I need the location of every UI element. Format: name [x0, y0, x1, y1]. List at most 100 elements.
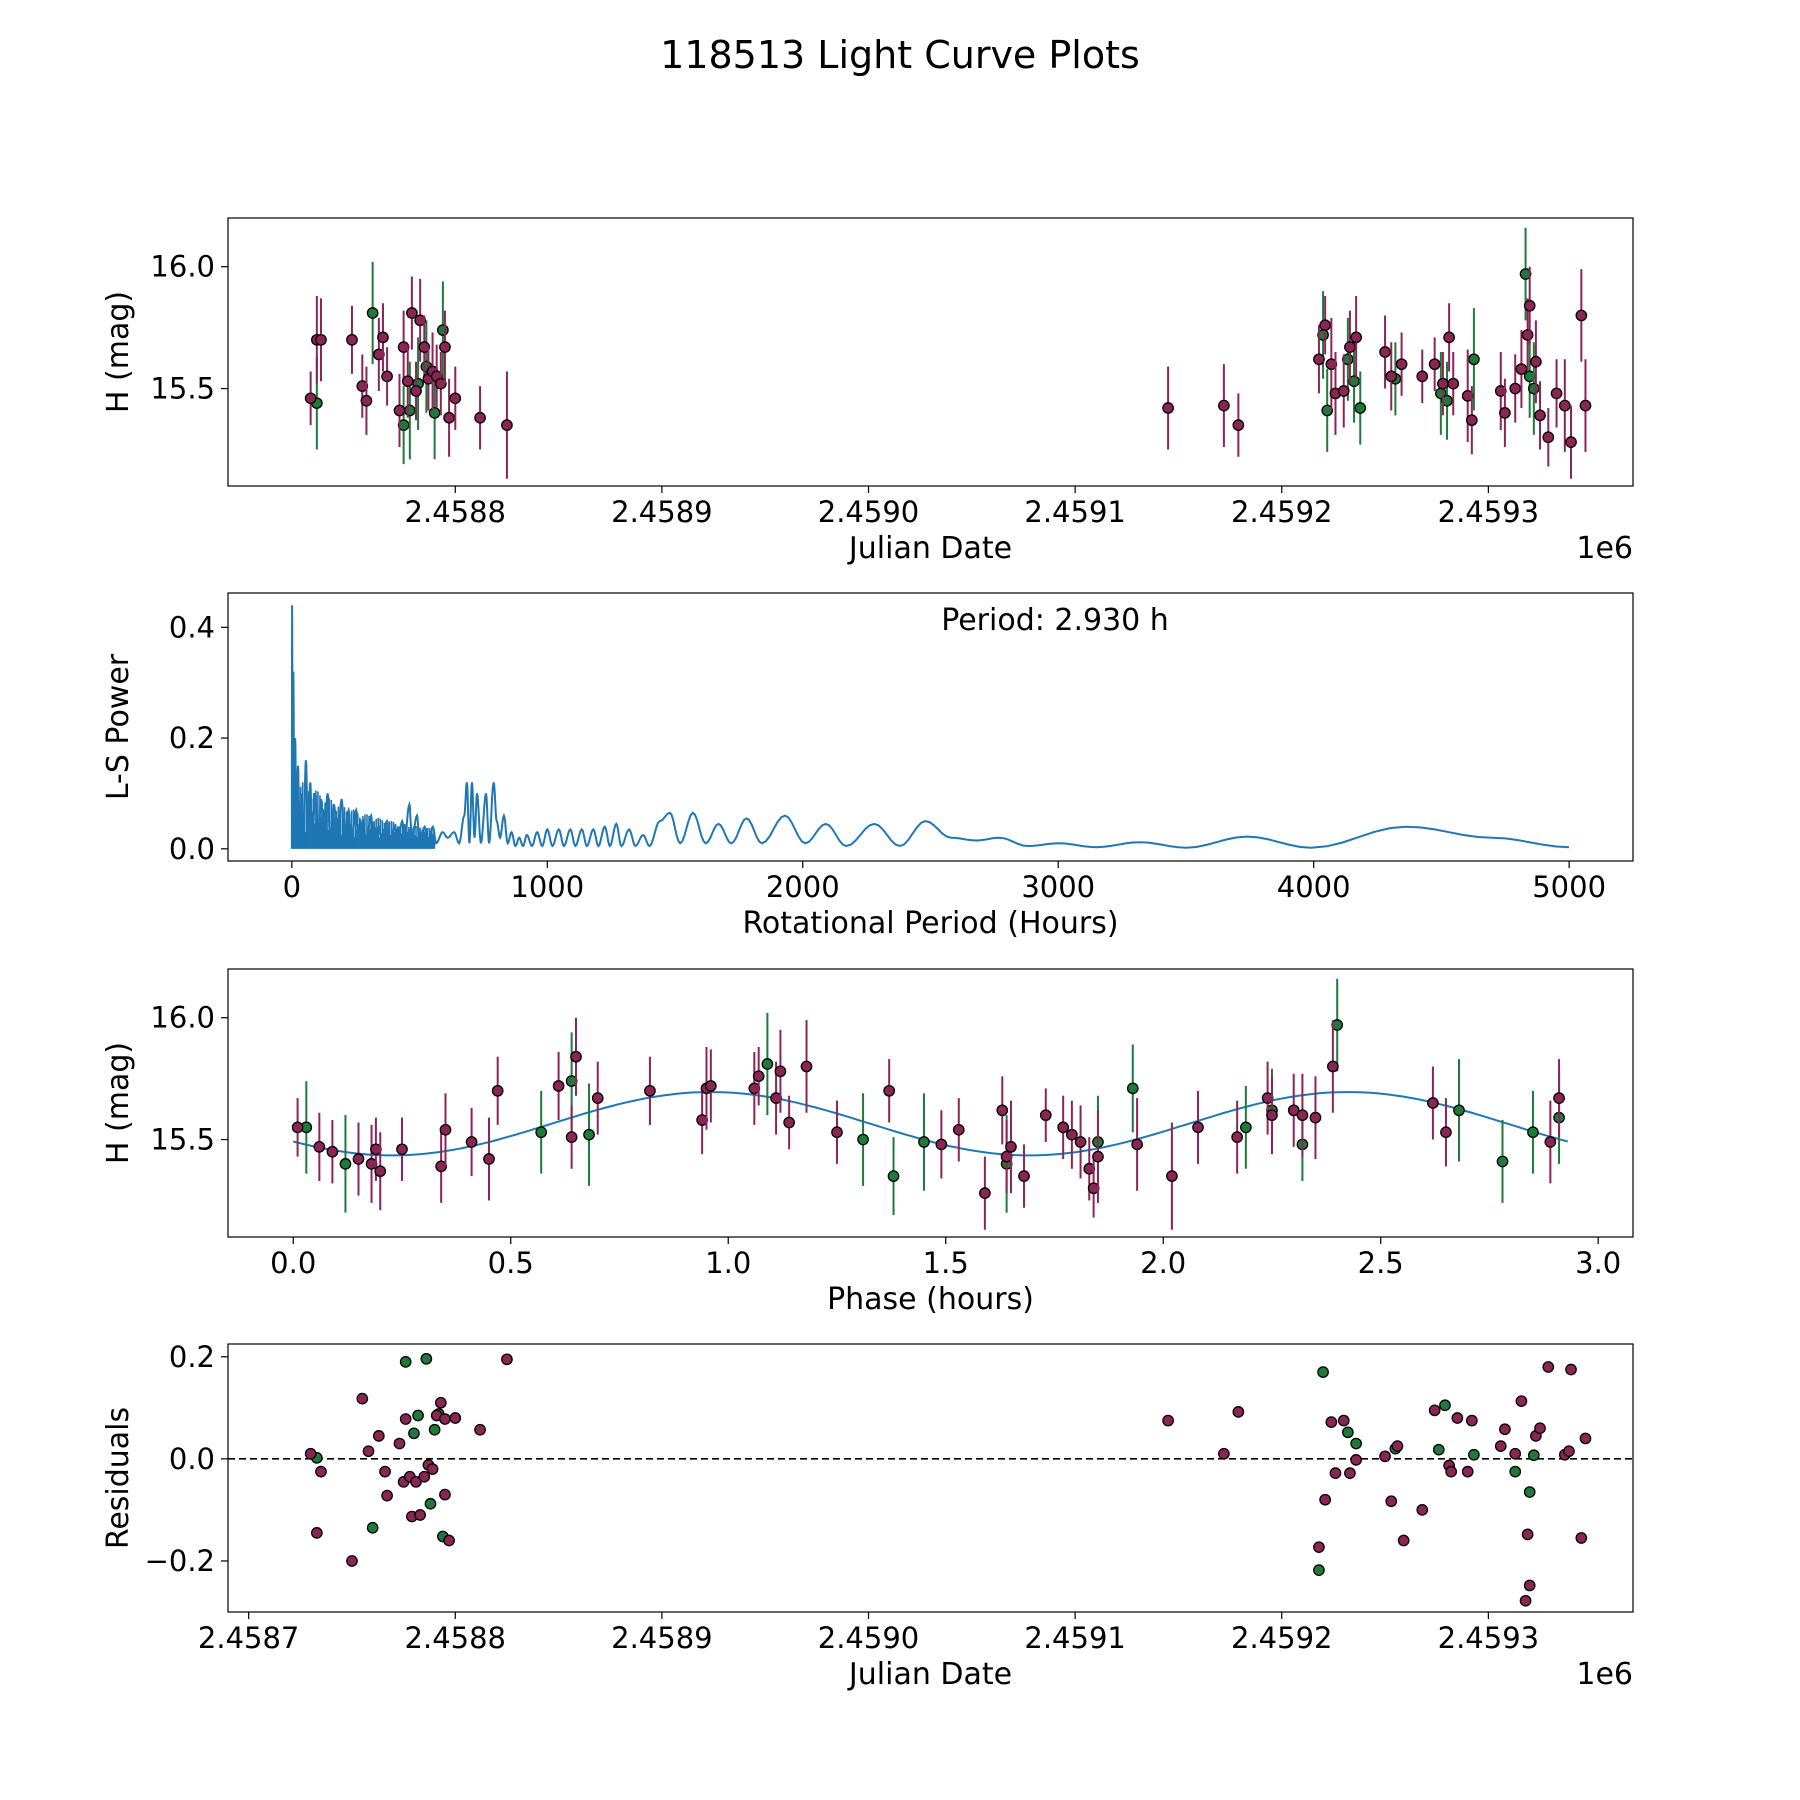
magenta-data-point — [1018, 1170, 1030, 1182]
y-axis-label: L-S Power — [101, 653, 136, 800]
y-axis-label: H (mag) — [101, 1042, 136, 1164]
magenta-data-point — [304, 1447, 317, 1460]
magenta-data-point — [1344, 1467, 1356, 1480]
magenta-data-point — [1579, 399, 1592, 412]
magenta-data-point — [1534, 409, 1546, 422]
periodogram-line — [290, 605, 1570, 849]
period-annotation: Period: 2.930 h — [941, 603, 1169, 638]
magenta-data-point — [1313, 353, 1325, 366]
x-tick-label: 2.4587 — [198, 1621, 299, 1655]
magenta-data-point — [1437, 377, 1449, 390]
magenta-data-point — [1519, 1594, 1532, 1607]
magenta-data-point — [377, 331, 389, 344]
magenta-data-point — [393, 1437, 406, 1450]
magenta-data-point — [1327, 1060, 1339, 1073]
magenta-data-point — [800, 1060, 813, 1073]
axes-frame — [227, 592, 1634, 862]
green-data-point — [420, 1352, 433, 1365]
green-data-point — [424, 1497, 437, 1510]
x-axis-label: Phase (hours) — [827, 1282, 1034, 1317]
magenta-data-point — [374, 1165, 387, 1178]
magenta-data-point — [1565, 436, 1577, 448]
x-axis-label: Julian Date — [847, 1657, 1012, 1692]
green-data-point — [1240, 1121, 1252, 1134]
magenta-data-point — [1218, 1447, 1230, 1460]
magenta-data-point — [1325, 358, 1338, 371]
green-data-point — [857, 1133, 869, 1146]
magenta-data-point — [1162, 402, 1174, 414]
magenta-data-point — [1461, 1465, 1474, 1478]
x-tick-label: 0.5 — [488, 1246, 534, 1280]
x-tick-label: 2.4590 — [818, 495, 919, 529]
magenta-data-point — [410, 385, 422, 397]
x-axis-label: Julian Date — [847, 531, 1012, 566]
x-tick-label: 5000 — [1532, 870, 1606, 904]
x-tick-label: 0.0 — [270, 1246, 316, 1280]
x-tick-label: 3.0 — [1575, 1246, 1621, 1280]
residuals-panel: 2.4587 2.4588 2.4589 2.4590 2.4591 2.4592 2.45… — [101, 1340, 1634, 1692]
magenta-data-point — [935, 1138, 948, 1151]
magenta-data-point — [372, 348, 385, 361]
axes-frame — [227, 1343, 1634, 1613]
magenta-data-point — [414, 314, 427, 327]
magenta-data-point — [372, 1430, 385, 1442]
green-data-point — [1342, 1426, 1354, 1439]
magenta-data-point — [1465, 1414, 1478, 1427]
magenta-data-point — [1232, 419, 1245, 431]
green-data-point — [1527, 1126, 1539, 1139]
magenta-data-point — [449, 392, 462, 405]
green-data-point — [403, 404, 416, 417]
x-tick-label: 4000 — [1277, 870, 1351, 904]
magenta-data-point — [1443, 331, 1455, 344]
green-data-point — [428, 407, 441, 419]
plot-area — [228, 1352, 1633, 1607]
x-tick-label: 2.4592 — [1231, 1621, 1332, 1655]
green-data-point — [1527, 1449, 1540, 1462]
magenta-data-point — [1515, 363, 1528, 375]
y-tick-label: 0.4 — [169, 610, 215, 644]
magenta-data-point — [1329, 1467, 1342, 1480]
magenta-data-point — [704, 1080, 717, 1092]
phase-folded-panel: 0.0 0.5 1.0 1.5 2.0 2.5 3.0 15.5 16.0 Phase (hour… — [101, 968, 1634, 1317]
magenta-data-point — [1313, 1541, 1325, 1554]
axis-offset-text: 1e6 — [1576, 531, 1633, 566]
magenta-data-point — [1379, 1450, 1391, 1463]
magenta-data-point — [1309, 1111, 1322, 1124]
magenta-data-point — [1337, 385, 1350, 397]
magenta-data-point — [439, 341, 451, 353]
x-tick-label: 2.4593 — [1438, 1621, 1539, 1655]
y-tick-label: 0.2 — [169, 1340, 215, 1374]
magenta-data-point — [1319, 1493, 1331, 1506]
axis-offset-text: 1e6 — [1576, 1657, 1633, 1692]
plot-area — [304, 227, 1592, 479]
green-data-point — [366, 307, 379, 319]
green-data-point — [399, 1356, 412, 1368]
magenta-data-point — [979, 1187, 991, 1199]
magenta-data-point — [1232, 1406, 1245, 1418]
magenta-data-point — [1391, 1440, 1404, 1452]
model-fit-curve — [292, 1091, 1569, 1157]
x-tick-label: 2.4588 — [405, 495, 506, 529]
green-data-point — [1468, 353, 1480, 366]
magenta-data-point — [449, 1412, 462, 1424]
magenta-data-point — [379, 1465, 391, 1478]
magenta-data-point — [465, 1136, 478, 1148]
x-tick-label: 2.4588 — [405, 1621, 506, 1655]
magenta-data-point — [396, 1143, 408, 1156]
magenta-data-point — [356, 1392, 369, 1405]
green-data-point — [1317, 1366, 1329, 1378]
magenta-data-point — [1350, 1454, 1362, 1466]
x-tick-label: 3000 — [1021, 870, 1095, 904]
plot-area — [291, 978, 1569, 1230]
magenta-data-point — [291, 1121, 304, 1134]
green-data-point — [1313, 1564, 1325, 1576]
magenta-data-point — [1575, 1532, 1588, 1544]
x-axis-label: Rotational Period (Hours) — [742, 906, 1118, 941]
y-axis-label: Residuals — [101, 1407, 136, 1549]
magenta-data-point — [1416, 1504, 1429, 1516]
magenta-data-point — [313, 1141, 326, 1153]
magenta-data-point — [1427, 1097, 1439, 1109]
y-tick-label: 16.0 — [150, 1001, 215, 1035]
magenta-data-point — [434, 377, 447, 390]
magenta-data-point — [774, 1065, 787, 1078]
